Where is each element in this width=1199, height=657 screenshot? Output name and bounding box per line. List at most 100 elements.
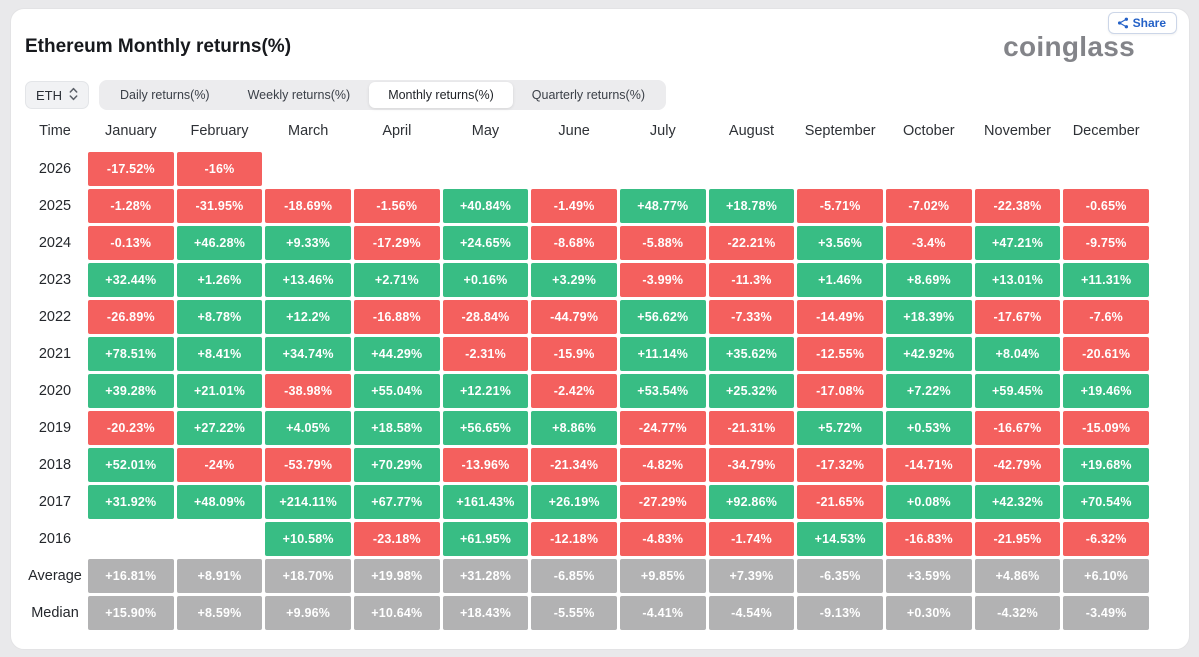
row-label-2022: 2022 — [38, 309, 72, 325]
return-cell: +52.01% — [88, 448, 174, 482]
return-cell: -13.96% — [442, 448, 529, 482]
return-cell: +39.28% — [88, 374, 174, 408]
return-cell: +46.28% — [176, 226, 263, 260]
return-cell: +8.41% — [176, 337, 263, 371]
month-header-november: November — [984, 123, 1051, 139]
return-cell: +18.43% — [442, 596, 529, 630]
returns-period-tabs: Daily returns(%) Weekly returns(%) Monthly… — [99, 80, 667, 110]
return-cell: +16.81% — [88, 559, 174, 593]
return-cell — [265, 152, 351, 186]
return-cell: -3.4% — [885, 226, 972, 260]
return-cell: +24.65% — [442, 226, 529, 260]
return-cell: +9.33% — [265, 226, 351, 260]
return-cell: +35.62% — [708, 337, 795, 371]
return-cell: -17.52% — [88, 152, 174, 186]
return-cell: +8.59% — [176, 596, 263, 630]
return-cell: -4.32% — [974, 596, 1061, 630]
return-cell: +0.53% — [885, 411, 972, 445]
return-cell: -28.84% — [442, 300, 529, 334]
tab-daily[interactable]: Daily returns(%) — [120, 88, 210, 102]
return-cell: +7.22% — [885, 374, 972, 408]
return-cell: +48.09% — [176, 485, 263, 519]
row-label-2023: 2023 — [38, 272, 72, 288]
share-button[interactable]: Share — [1107, 12, 1177, 34]
return-cell: -17.08% — [797, 374, 883, 408]
return-cell: -22.38% — [974, 189, 1061, 223]
tab-weekly[interactable]: Weekly returns(%) — [247, 88, 351, 102]
month-header-july: July — [649, 123, 676, 139]
return-cell: -26.89% — [88, 300, 174, 334]
row-label-2020: 2020 — [38, 383, 72, 399]
return-cell: +56.65% — [442, 411, 529, 445]
table-row: 2024 -0.13% +46.28% +9.33% -17.29% +24.65% -8.… — [25, 226, 1149, 260]
return-cell — [975, 152, 1061, 186]
return-cell: -17.32% — [797, 448, 883, 482]
tab-monthly[interactable]: Monthly returns(%) — [369, 82, 513, 108]
return-cell: +11.14% — [619, 337, 706, 371]
return-cell: -9.75% — [1063, 226, 1149, 260]
return-cell: -21.65% — [797, 485, 883, 519]
symbol-select[interactable]: ETH — [25, 81, 89, 109]
month-header-august: August — [728, 123, 775, 139]
return-cell: +3.56% — [797, 226, 883, 260]
return-cell: +44.29% — [353, 337, 440, 371]
page-title: Ethereum Monthly returns(%) — [25, 36, 292, 57]
return-cell: +6.10% — [1063, 559, 1149, 593]
month-header-june: June — [558, 123, 590, 139]
return-cell: +12.2% — [265, 300, 351, 334]
row-label-2017: 2017 — [38, 494, 72, 510]
return-cell: +26.19% — [531, 485, 617, 519]
return-cell: -12.55% — [797, 337, 883, 371]
return-cell: -14.71% — [885, 448, 972, 482]
return-cell: +34.74% — [265, 337, 351, 371]
return-cell — [709, 152, 795, 186]
return-cell: -42.79% — [974, 448, 1061, 482]
return-cell: +8.04% — [974, 337, 1061, 371]
row-label-2016: 2016 — [38, 531, 72, 547]
table-header-row: Time January February March April May June July… — [25, 119, 1149, 143]
return-cell: +12.21% — [442, 374, 529, 408]
return-cell: -21.34% — [531, 448, 617, 482]
controls-bar: ETH Daily returns(%) Weekly returns(%) Mon… — [25, 80, 667, 110]
return-cell: +42.32% — [974, 485, 1061, 519]
return-cell: -4.83% — [619, 522, 706, 556]
row-label-2024: 2024 — [38, 235, 72, 251]
return-cell: +214.11% — [265, 485, 351, 519]
return-cell: -6.35% — [797, 559, 883, 593]
return-cell: +4.05% — [265, 411, 351, 445]
return-cell — [1063, 152, 1149, 186]
return-cell: +3.29% — [531, 263, 617, 297]
return-cell: -20.61% — [1063, 337, 1149, 371]
return-cell: -1.49% — [531, 189, 617, 223]
month-header-may: May — [471, 123, 500, 139]
return-cell: +61.95% — [442, 522, 529, 556]
return-cell: +48.77% — [619, 189, 706, 223]
row-label-median: Median — [31, 605, 79, 621]
return-cell: -17.29% — [353, 226, 440, 260]
month-header-february: February — [190, 123, 249, 139]
return-cell: +55.04% — [353, 374, 440, 408]
return-cell: +0.08% — [885, 485, 972, 519]
return-cell: -4.41% — [619, 596, 706, 630]
return-cell: +2.71% — [353, 263, 440, 297]
return-cell: -15.09% — [1063, 411, 1149, 445]
return-cell: +32.44% — [88, 263, 174, 297]
return-cell: +10.58% — [265, 522, 351, 556]
return-cell: -16.83% — [885, 522, 972, 556]
return-cell: +19.98% — [353, 559, 440, 593]
return-cell: -16.67% — [974, 411, 1061, 445]
return-cell: +18.70% — [265, 559, 351, 593]
return-cell: -0.65% — [1063, 189, 1149, 223]
table-row: 2019 -20.23% +27.22% +4.05% +18.58% +56.65% +8… — [25, 411, 1149, 445]
row-label-average: Average — [28, 568, 82, 584]
return-cell: +0.16% — [442, 263, 529, 297]
tab-quarterly[interactable]: Quarterly returns(%) — [531, 88, 646, 102]
return-cell — [443, 152, 529, 186]
month-header-october: October — [903, 123, 955, 139]
table-row: 2020 +39.28% +21.01% -38.98% +55.04% +12.21% -… — [25, 374, 1149, 408]
return-cell: +25.32% — [708, 374, 795, 408]
table-row: Median +15.90% +8.59% +9.96% +10.64% +18.43% -… — [25, 596, 1149, 630]
return-cell — [177, 522, 263, 556]
return-cell: -9.13% — [797, 596, 883, 630]
return-cell: +18.78% — [708, 189, 795, 223]
